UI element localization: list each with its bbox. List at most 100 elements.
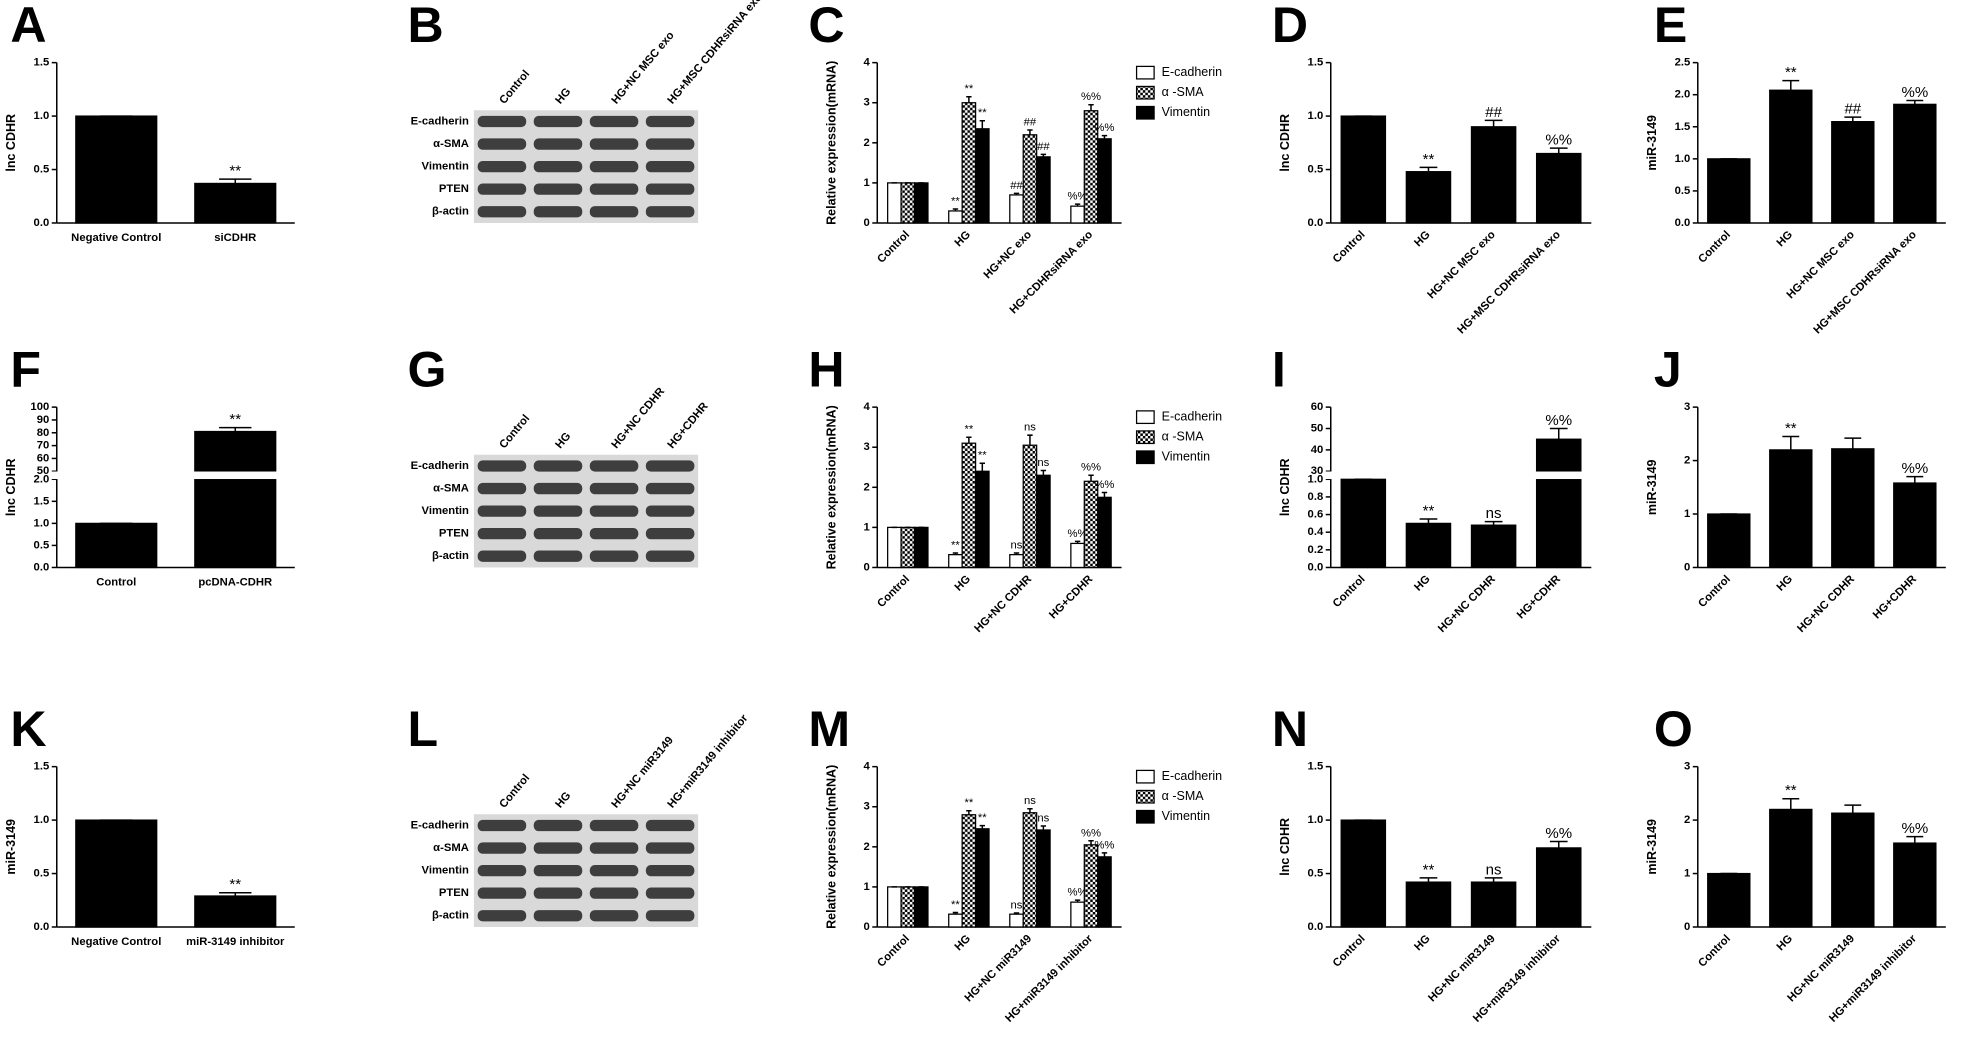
y-tick-label: 2: [863, 481, 869, 493]
bar: [194, 182, 277, 224]
y-tick-label: 1.5: [34, 761, 50, 773]
bar: [900, 182, 916, 224]
y-tick-label: 0.2: [1308, 544, 1324, 556]
significance-label: %%: [1068, 191, 1088, 203]
x-tick-label: HG+CDHR: [1871, 573, 1919, 621]
bar: [1831, 121, 1875, 224]
legend-swatch: [1135, 450, 1155, 465]
x-tick-label: pcDNA-CDHR: [198, 576, 272, 588]
bar: [1097, 496, 1112, 569]
y-tick-label: 2: [863, 137, 869, 149]
error-bar: [1088, 103, 1094, 111]
bar: [75, 522, 158, 569]
x-tick-label: Control: [1696, 933, 1733, 970]
band: [477, 505, 527, 517]
protein-label: PTEN: [439, 887, 469, 899]
band: [645, 460, 695, 472]
bar: [887, 886, 902, 928]
significance-label: **: [229, 163, 241, 180]
significance-label: ns: [1486, 861, 1502, 878]
band: [533, 183, 583, 195]
y-tick-label: 0.5: [34, 539, 50, 551]
lane-label: HG+MSC CDHRsiRNA exo: [666, 0, 765, 107]
bar: [913, 182, 929, 224]
significance-label: **: [951, 899, 960, 911]
bar: [1022, 444, 1038, 569]
panel-letter: N: [1272, 701, 1308, 757]
error-bar: [1549, 427, 1568, 440]
y-tick-label: 0.8: [1308, 491, 1324, 503]
bar: [1893, 103, 1937, 224]
panel-letter: E: [1654, 0, 1687, 53]
band: [477, 887, 527, 899]
axis-break: [1323, 471, 1594, 480]
y-tick-label: 3: [1684, 761, 1690, 773]
x-tick-label: HG: [1775, 933, 1796, 954]
significance-label: ##: [1024, 116, 1037, 128]
significance-label: %%: [1081, 91, 1101, 103]
y-tick-label: 1: [1684, 508, 1690, 520]
x-tick-label: Control: [1331, 573, 1368, 610]
y-tick-label: 2.5: [1675, 57, 1691, 69]
band: [645, 206, 695, 218]
lane-label: HG+NC CDHR: [609, 386, 667, 451]
significance-label: **: [978, 107, 987, 119]
legend-swatch: [1135, 65, 1155, 80]
panel-letter: D: [1272, 0, 1308, 53]
protein-label: β-actin: [432, 206, 469, 218]
band: [589, 550, 639, 562]
protein-label: Vimentin: [422, 865, 469, 877]
y-tick-label: 0.0: [1308, 921, 1324, 933]
error-bar: [1013, 912, 1020, 915]
band: [589, 910, 639, 922]
error-bar: [952, 552, 959, 555]
y-tick-label: 2: [1684, 814, 1690, 826]
x-tick-label: HG+NC CDHR: [972, 573, 1034, 635]
error-bar: [1101, 852, 1108, 857]
y-tick-label: 1.0: [1308, 110, 1324, 122]
error-bar: [1074, 203, 1081, 207]
y-tick-label: 0.0: [1308, 561, 1324, 573]
band: [477, 482, 527, 495]
lane-label: HG+NC miR3149: [609, 735, 676, 811]
bar: [1707, 872, 1751, 928]
y-tick-label: 50: [1311, 422, 1324, 434]
y-tick-label: 0: [863, 217, 869, 229]
y-tick-label: 0: [1684, 921, 1690, 933]
band: [645, 138, 695, 150]
y-tick-label: 1.0: [34, 517, 50, 529]
band: [589, 482, 639, 495]
y-tick-label: 1.5: [34, 57, 50, 69]
legend-label: E-cadherin: [1162, 65, 1223, 79]
band: [477, 550, 527, 562]
protein-label: Vimentin: [422, 505, 469, 517]
error-bar: [1549, 147, 1568, 154]
x-tick-label: Control: [1696, 573, 1733, 610]
significance-label: ns: [1024, 422, 1036, 434]
x-tick-label: HG+NC MSC exo: [1425, 229, 1498, 302]
y-tick-label: 1.5: [1308, 761, 1324, 773]
error-bar: [1101, 491, 1108, 498]
error-bar: [1088, 840, 1094, 845]
band: [533, 115, 583, 128]
significance-label: ##: [1485, 104, 1502, 121]
y-axis-title: lnc CDHR: [4, 458, 18, 516]
bar: [1470, 881, 1517, 928]
y-tick-label: 4: [863, 761, 870, 773]
protein-label: α-SMA: [433, 138, 469, 150]
y-tick-label: 0.0: [34, 217, 50, 229]
error-bar: [1040, 469, 1047, 476]
x-tick-label: HG: [1775, 573, 1796, 594]
significance-label: **: [978, 450, 987, 462]
x-tick-label: HG+NC miR3149: [963, 933, 1035, 1005]
x-tick-label: Control: [875, 933, 912, 970]
band: [477, 183, 527, 195]
y-tick-label: 0: [863, 561, 869, 573]
error-bar: [1419, 166, 1438, 172]
bar: [1893, 482, 1937, 569]
band: [533, 138, 583, 150]
band: [533, 482, 583, 495]
error-bar: [1906, 475, 1924, 484]
significance-label: **: [1785, 782, 1797, 799]
